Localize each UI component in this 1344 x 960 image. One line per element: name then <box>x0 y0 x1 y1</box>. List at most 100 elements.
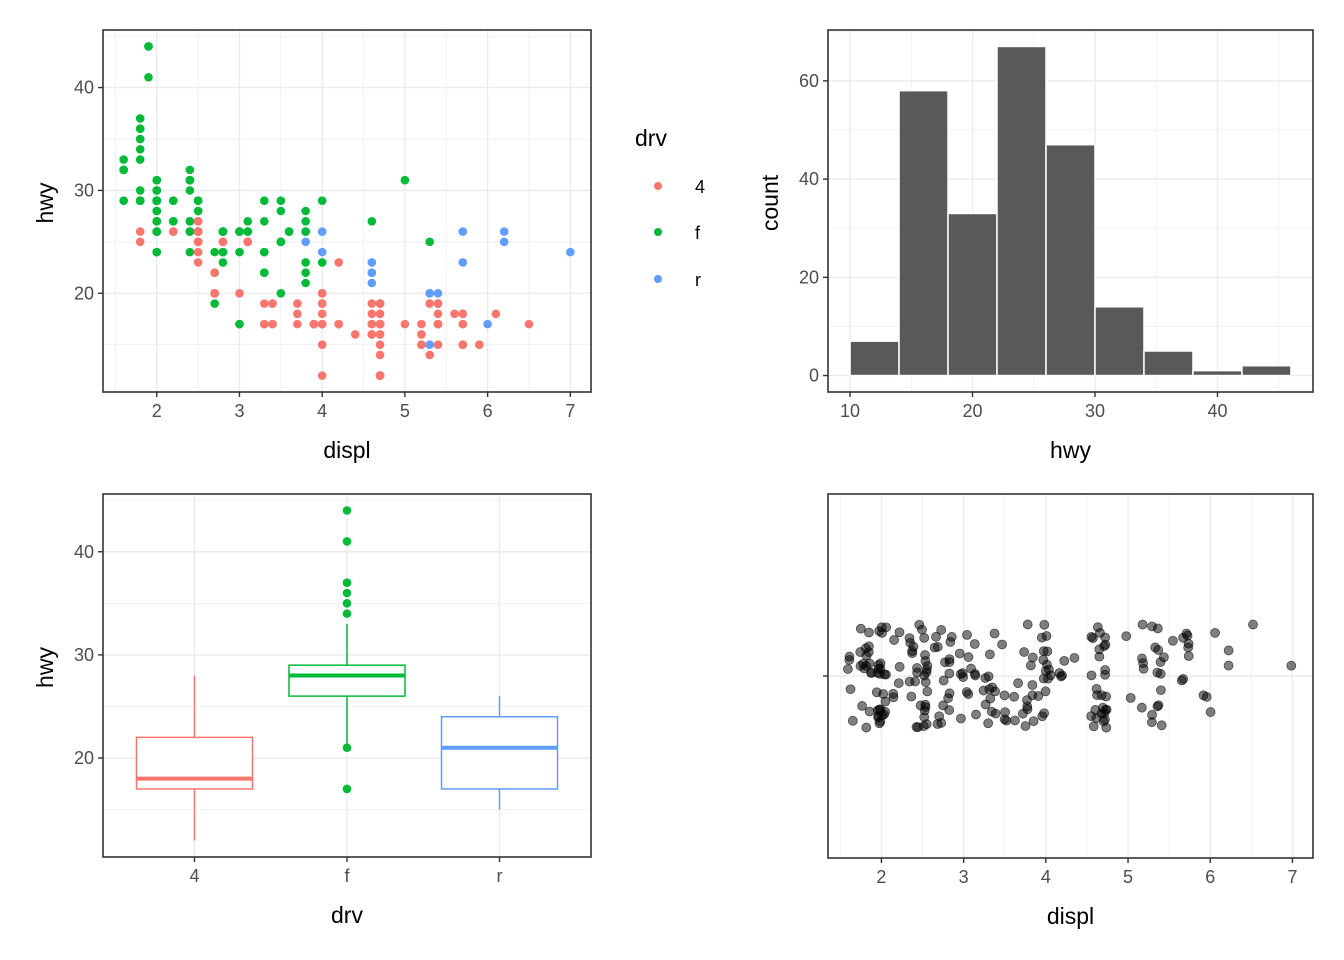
scatter-point <box>458 319 468 329</box>
scatter-point <box>499 227 509 236</box>
scatter-point <box>218 247 228 257</box>
jitter-point <box>1095 627 1105 638</box>
jitter-point <box>864 627 874 638</box>
scatter-point <box>566 247 575 257</box>
jitter-point <box>1088 633 1098 644</box>
jitter-point <box>1019 647 1030 657</box>
scatter-point <box>367 268 377 278</box>
scatter-y-tick-label: 30 <box>74 180 94 200</box>
jitter-point <box>983 718 994 729</box>
scatter-point <box>450 309 459 319</box>
jitter-point <box>873 660 884 670</box>
boxplot-y-tick-label: 40 <box>74 542 94 562</box>
jitter-point <box>894 627 905 638</box>
legend-label-4: 4 <box>695 177 705 197</box>
jitter-point <box>999 714 1010 725</box>
legend-key-4 <box>654 182 662 190</box>
scatter-point <box>301 268 310 278</box>
scatter-point <box>193 196 203 206</box>
legend-item-f: f <box>654 223 701 243</box>
scatter-y-axis-title: hwy <box>32 182 58 223</box>
jitter-point <box>955 669 966 679</box>
jitter-point <box>1146 717 1157 728</box>
scatter-point <box>317 227 327 236</box>
box-outlier <box>342 537 352 546</box>
scatter-point <box>152 227 162 236</box>
jitter-point <box>1210 627 1220 638</box>
jitter-point <box>922 686 933 697</box>
scatter-x-tick-label: 5 <box>400 401 410 421</box>
jitter-point <box>1040 666 1051 676</box>
jitter-point <box>912 663 922 673</box>
scatter-point <box>259 216 269 226</box>
jitter-point <box>1010 715 1020 726</box>
jitter-point <box>970 670 981 681</box>
jitter-point <box>961 687 972 697</box>
boxplot-x-tick-label: f <box>344 866 350 886</box>
scatter-point <box>375 319 385 329</box>
scatter-point <box>259 268 269 278</box>
jitter-point <box>1013 678 1024 689</box>
scatter-point <box>169 216 178 226</box>
scatter-x-tick-label: 3 <box>234 401 244 421</box>
jitter-point <box>980 699 991 710</box>
jitter-point <box>864 706 875 717</box>
scatter-point <box>301 206 310 216</box>
histogram-bar <box>947 212 998 377</box>
scatter-y-tick-label: 40 <box>74 78 94 98</box>
scatter-panel: 2 3 4 5 6 7 20 30 40 displ hwy <box>32 29 592 463</box>
scatter-point <box>317 196 327 206</box>
box-f <box>288 506 406 794</box>
scatter-x-tick-label: 4 <box>317 401 327 421</box>
scatter-point <box>235 227 244 236</box>
jitter-point <box>1156 720 1167 731</box>
jitter-point <box>881 669 891 680</box>
scatter-point <box>458 340 468 349</box>
box-body <box>288 664 406 697</box>
jitter-point <box>1155 668 1166 679</box>
jitter-point <box>1038 654 1049 665</box>
scatter-point <box>433 299 443 308</box>
histogram-frame <box>827 29 1314 393</box>
jitter-point <box>919 632 930 643</box>
scatter-x-tick-label: 2 <box>152 401 162 421</box>
jitter-point <box>1205 707 1216 717</box>
histogram-bar <box>1192 369 1243 377</box>
boxplot-axes: 4 f r 20 30 40 <box>74 542 503 886</box>
scatter-point <box>417 340 426 349</box>
scatter-point <box>317 247 327 257</box>
scatter-point <box>317 288 327 298</box>
scatter-point <box>235 319 244 329</box>
scatter-point <box>210 247 219 257</box>
scatter-point <box>135 227 145 236</box>
jitter-point <box>990 686 1001 697</box>
jitter-point <box>861 722 872 733</box>
jitter-axes: 2 3 4 5 6 7 <box>823 675 1297 887</box>
scatter-point <box>425 288 435 298</box>
jitter-point <box>1027 652 1038 663</box>
scatter-point <box>169 196 178 206</box>
jitter-point <box>873 705 883 716</box>
scatter-point <box>317 309 327 319</box>
scatter-point <box>375 350 385 360</box>
jitter-point <box>1039 619 1050 630</box>
scatter-point <box>185 216 195 226</box>
jitter-point <box>888 692 899 703</box>
jitter-point <box>1100 665 1111 675</box>
scatter-point <box>293 299 302 308</box>
scatter-point <box>144 42 153 51</box>
jitter-point <box>1022 695 1032 706</box>
histogram-bar <box>1045 143 1096 377</box>
scatter-point <box>425 350 435 360</box>
jitter-points <box>842 619 1297 733</box>
scatter-point <box>375 371 385 380</box>
jitter-point <box>938 675 949 686</box>
scatter-point <box>235 247 244 257</box>
box-outlier <box>342 506 352 515</box>
jitter-point <box>989 628 1000 639</box>
scatter-point <box>276 288 286 298</box>
scatter-point <box>259 319 269 329</box>
boxplot-y-tick-label: 20 <box>74 748 94 768</box>
scatter-point <box>268 299 277 308</box>
